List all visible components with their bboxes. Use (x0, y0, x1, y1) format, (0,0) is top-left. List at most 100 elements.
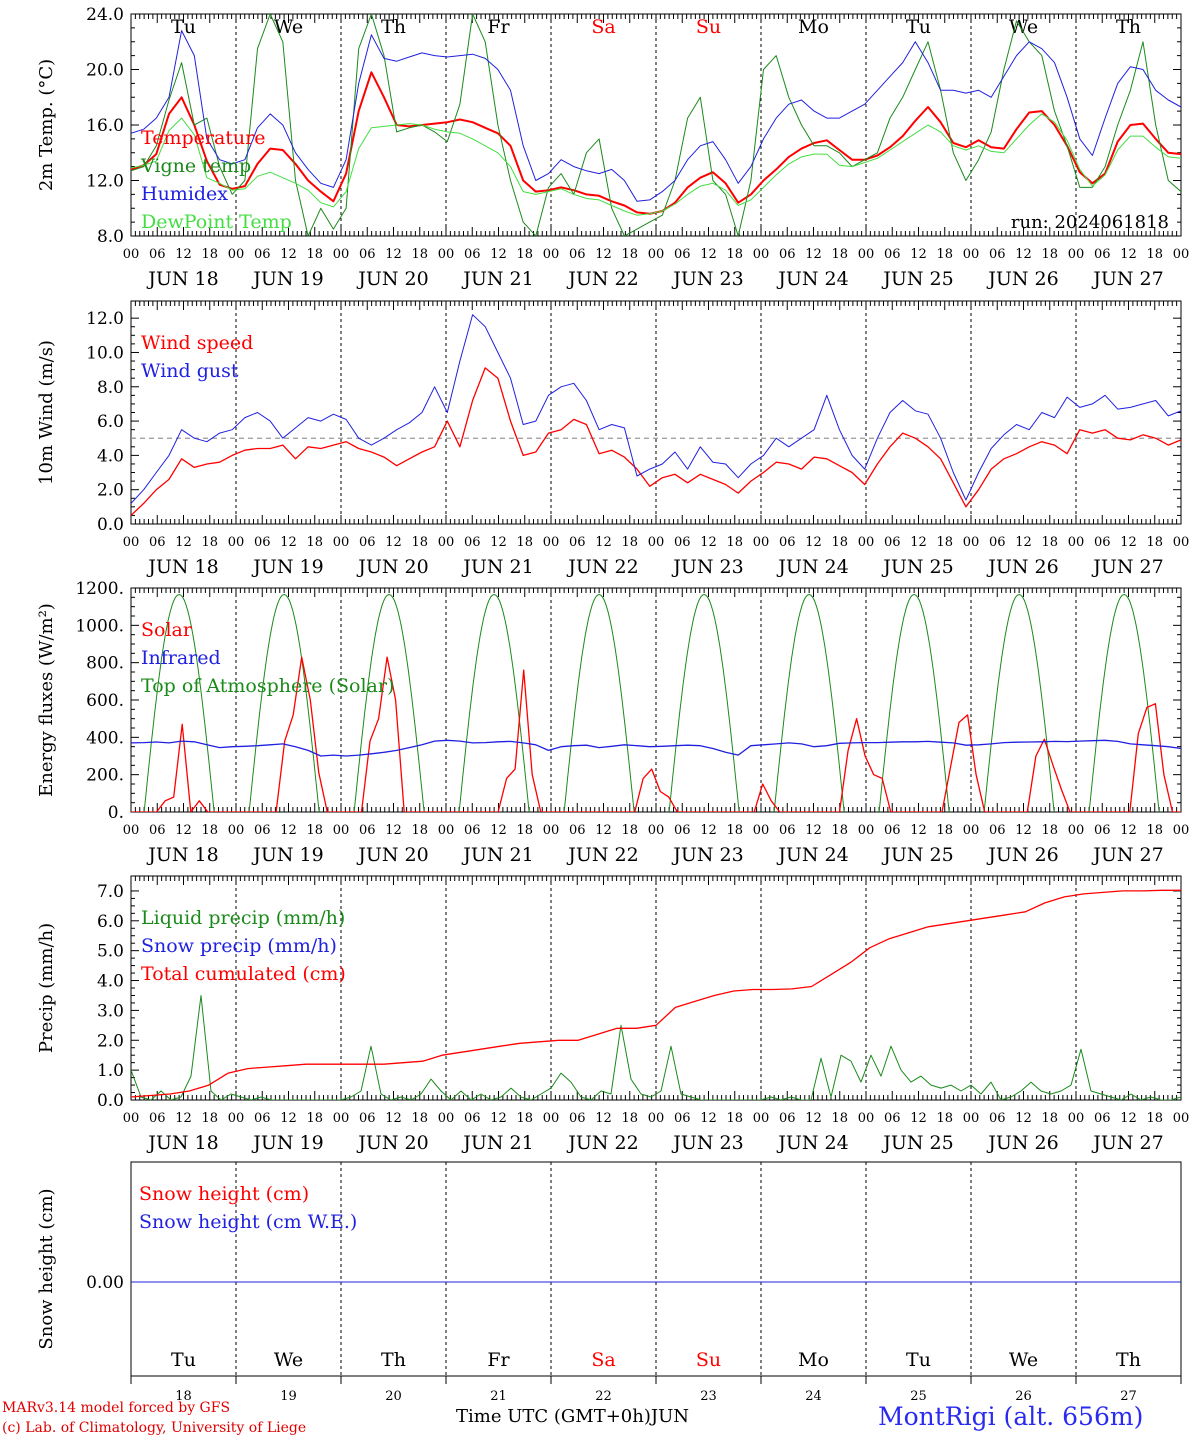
precip-series-group (131, 889, 1181, 1100)
hour-tick-label: 18 (621, 823, 638, 838)
date-label: JUN 25 (881, 844, 953, 866)
date-label: JUN 26 (986, 556, 1058, 578)
legend-entry: Solar (141, 619, 193, 641)
toa-solar-line (773, 593, 845, 812)
hour-tick-label: 12 (490, 1111, 507, 1126)
legend-entry: Wind speed (141, 332, 253, 354)
hour-tick-label: 06 (989, 823, 1006, 838)
day-number-label: 21 (490, 1389, 507, 1400)
hour-tick-label: 00 (1173, 823, 1190, 838)
weekday-label: Tu (171, 16, 196, 38)
date-label: JUN 24 (776, 1132, 848, 1154)
y-tick-label: 0.0 (97, 1091, 124, 1111)
hour-tick-label: 00 (228, 535, 245, 550)
hour-tick-label: 00 (543, 247, 560, 262)
day-number-label: 25 (910, 1389, 927, 1400)
hour-tick-label: 18 (936, 823, 953, 838)
hour-tick-label: 00 (333, 535, 350, 550)
hour-tick-label: 12 (805, 247, 822, 262)
date-label: JUN 21 (461, 556, 533, 578)
series-line (131, 14, 1181, 236)
temp-panel: 8.0 12.0 16.0 20.0 24.0 2m Temp. (°C) 00 06 12 18… (36, 5, 1189, 290)
hour-tick-label: 06 (464, 247, 481, 262)
snow-ylabel: Snow height (cm) (36, 1188, 57, 1349)
hour-tick-label: 00 (543, 535, 560, 550)
date-label: JUN 19 (251, 556, 323, 578)
hour-tick-label: 06 (149, 535, 166, 550)
hour-tick-label: 06 (569, 535, 586, 550)
date-label: JUN 24 (776, 844, 848, 866)
day-number-label: 24 (805, 1389, 822, 1400)
hour-tick-label: 06 (884, 823, 901, 838)
toa-solar-line (878, 593, 950, 812)
hour-tick-label: 06 (569, 247, 586, 262)
hour-tick-label: 06 (674, 535, 691, 550)
legend-entry: Humidex (141, 183, 228, 205)
hour-tick-label: 18 (306, 823, 323, 838)
hour-tick-label: 12 (1015, 823, 1032, 838)
lab-credit: (c) Lab. of Climatology, University of L… (2, 1420, 307, 1436)
hour-tick-label: 00 (963, 247, 980, 262)
hour-tick-label: 12 (595, 823, 612, 838)
hour-tick-label: 00 (438, 823, 455, 838)
date-label: JUN 19 (251, 268, 323, 290)
date-label: JUN 23 (671, 268, 743, 290)
hour-tick-label: 12 (490, 823, 507, 838)
date-label: JUN 21 (461, 268, 533, 290)
hour-tick-label: 00 (123, 247, 140, 262)
hour-tick-label: 06 (464, 535, 481, 550)
hour-tick-label: 06 (989, 535, 1006, 550)
date-label: JUN 19 (251, 1132, 323, 1154)
hour-tick-label: 18 (411, 535, 428, 550)
date-label: JUN 20 (356, 1132, 428, 1154)
hour-tick-label: 06 (779, 1111, 796, 1126)
hour-tick-label: 18 (936, 247, 953, 262)
hour-tick-label: 06 (359, 1111, 376, 1126)
weekday-label: Th (1116, 16, 1141, 38)
date-label: JUN 24 (776, 268, 848, 290)
hour-tick-label: 00 (1068, 823, 1085, 838)
y-tick-label: 20.0 (86, 61, 124, 81)
hour-tick-label: 00 (963, 1111, 980, 1126)
hour-tick-label: 00 (858, 247, 875, 262)
date-label: JUN 26 (986, 844, 1058, 866)
legend-entry: Wind gust (141, 360, 239, 382)
weekday-label: Sa (591, 16, 615, 38)
y-tick-label: 24.0 (86, 5, 124, 25)
date-label: JUN 18 (146, 844, 218, 866)
y-tick-label: 1.0 (97, 1061, 124, 1081)
hour-tick-label: 12 (805, 535, 822, 550)
hour-tick-label: 06 (989, 1111, 1006, 1126)
series-line (131, 367, 1181, 516)
hour-tick-label: 12 (910, 247, 927, 262)
hour-tick-label: 00 (753, 247, 770, 262)
hour-tick-label: 12 (385, 535, 402, 550)
y-tick-label: 600. (86, 691, 124, 711)
toa-solar-line (458, 593, 530, 812)
hour-tick-label: 18 (306, 247, 323, 262)
hour-tick-label: 00 (438, 247, 455, 262)
wind-panel: 0.0 2.0 4.0 6.0 8.0 10.0 12.0 10m Wind (m/s) 00 0… (36, 300, 1189, 578)
date-label: JUN 18 (146, 268, 218, 290)
hour-tick-label: 06 (254, 247, 271, 262)
date-label: JUN 23 (671, 556, 743, 578)
weekday-label: Sa (591, 1349, 615, 1371)
legend-entry: Snow precip (mm/h) (141, 935, 337, 957)
hour-tick-label: 00 (1068, 247, 1085, 262)
hour-tick-label: 12 (805, 823, 822, 838)
hour-tick-label: 18 (516, 1111, 533, 1126)
date-label: JUN 25 (881, 556, 953, 578)
hour-tick-label: 12 (700, 823, 717, 838)
hour-tick-label: 00 (228, 1111, 245, 1126)
hour-tick-label: 12 (595, 1111, 612, 1126)
date-label: JUN 26 (986, 268, 1058, 290)
toa-solar-line (1088, 593, 1160, 812)
hour-tick-label: 06 (884, 1111, 901, 1126)
hour-tick-label: 12 (700, 247, 717, 262)
hour-tick-label: 06 (779, 247, 796, 262)
y-tick-label: 12.0 (86, 309, 124, 329)
legend-entry: Snow height (cm) (139, 1183, 309, 1205)
energy-ylabel: Energy fluxes (W/m²) (36, 603, 57, 797)
hour-tick-label: 18 (726, 823, 743, 838)
hour-tick-label: 12 (910, 535, 927, 550)
